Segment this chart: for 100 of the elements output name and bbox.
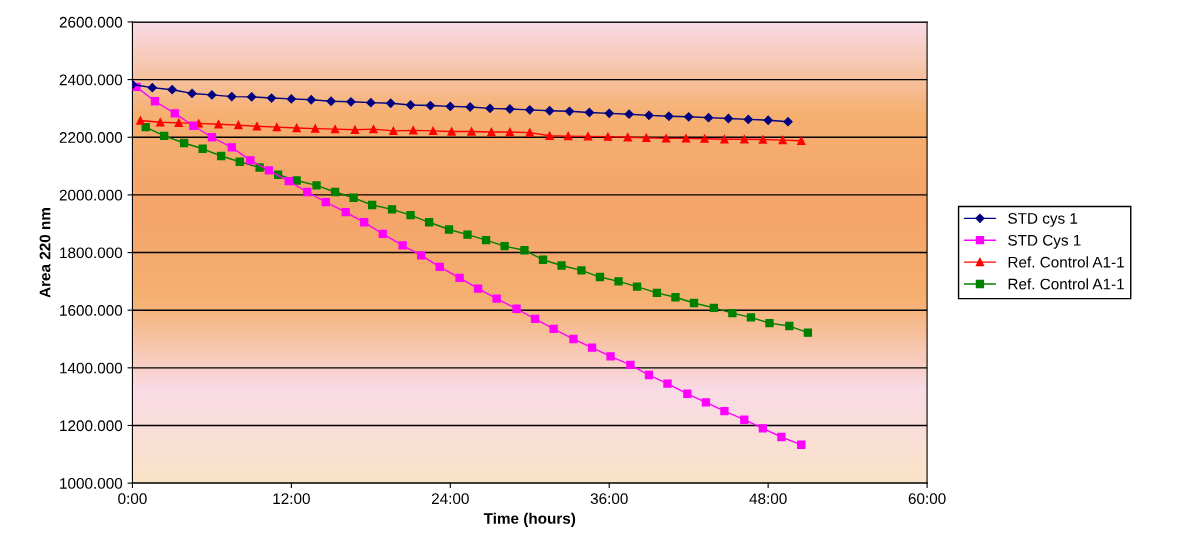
point (235, 157, 244, 166)
point (435, 262, 444, 272)
point (525, 105, 535, 115)
point (303, 187, 312, 197)
point (445, 101, 455, 112)
point (214, 120, 223, 129)
point (785, 321, 794, 331)
x-tick-label: 36:00 (590, 493, 628, 505)
point (644, 370, 654, 380)
point (671, 293, 680, 302)
point (763, 115, 773, 125)
y-tick-label: 1200.000 (60, 420, 123, 432)
legend-label: STD cys 1 (1008, 213, 1078, 227)
point (520, 246, 529, 255)
point (264, 166, 274, 175)
point (709, 303, 719, 313)
point (350, 125, 360, 134)
point (447, 127, 456, 136)
point (416, 251, 426, 260)
point (525, 128, 534, 137)
point (425, 100, 436, 111)
point (604, 108, 614, 118)
point (603, 132, 613, 141)
point (481, 235, 491, 245)
point (681, 134, 691, 143)
point (272, 122, 281, 132)
y-tick-label: 2400.000 (59, 74, 123, 86)
point (346, 97, 356, 107)
point (360, 218, 369, 227)
point (366, 98, 376, 108)
point (455, 273, 464, 283)
point (777, 432, 786, 442)
point (266, 93, 277, 103)
point (584, 107, 594, 118)
point (505, 127, 515, 137)
point (312, 181, 321, 190)
point (644, 110, 654, 120)
x-tick-label: 12:00 (273, 493, 310, 505)
point (463, 230, 472, 239)
point (247, 92, 257, 102)
point (797, 440, 806, 449)
point (207, 133, 217, 142)
point (720, 135, 729, 144)
y-tick-label: 1800.000 (60, 247, 123, 259)
point (170, 109, 179, 118)
x-tick-label: 60:00 (908, 493, 946, 505)
point (492, 294, 501, 303)
point (564, 106, 575, 116)
point (369, 125, 378, 134)
point (683, 389, 692, 398)
point (684, 112, 694, 122)
point (198, 144, 207, 153)
y-tick-label: 1600.000 (60, 305, 123, 316)
point (167, 85, 177, 95)
point (284, 176, 293, 186)
x-tick-label: 0:00 (118, 493, 147, 505)
point (626, 360, 635, 370)
point (538, 255, 548, 264)
point (614, 277, 623, 286)
point (292, 176, 301, 185)
point (765, 318, 774, 328)
point (330, 125, 340, 134)
point (797, 136, 806, 145)
point (150, 97, 160, 106)
point (663, 379, 672, 388)
point (147, 83, 157, 93)
point (405, 100, 416, 110)
point (803, 328, 813, 337)
legend-label: STD Cys 1 (1008, 234, 1081, 249)
legend-label: Ref. Control A1-1 (1008, 256, 1124, 268)
point (652, 288, 662, 298)
point (664, 111, 674, 121)
point (623, 133, 632, 142)
point (189, 121, 198, 130)
point (703, 113, 714, 123)
point (409, 126, 418, 135)
point (227, 143, 236, 152)
point (530, 314, 540, 323)
point (632, 282, 642, 291)
point (743, 114, 753, 125)
point (217, 151, 226, 161)
point (406, 210, 415, 220)
x-tick-label: 48:00 (749, 493, 787, 505)
point (187, 88, 197, 99)
point (252, 122, 262, 131)
point (330, 187, 340, 197)
point (234, 120, 243, 130)
point (720, 406, 729, 416)
point (758, 424, 768, 433)
x-axis-title: Time (hours) (483, 512, 576, 527)
point (306, 95, 316, 105)
point (326, 96, 336, 106)
point (465, 102, 475, 112)
point (564, 131, 573, 141)
point (286, 94, 296, 104)
point (624, 109, 634, 119)
point (557, 261, 566, 270)
point (386, 98, 396, 108)
point (512, 304, 521, 313)
point (642, 133, 651, 142)
